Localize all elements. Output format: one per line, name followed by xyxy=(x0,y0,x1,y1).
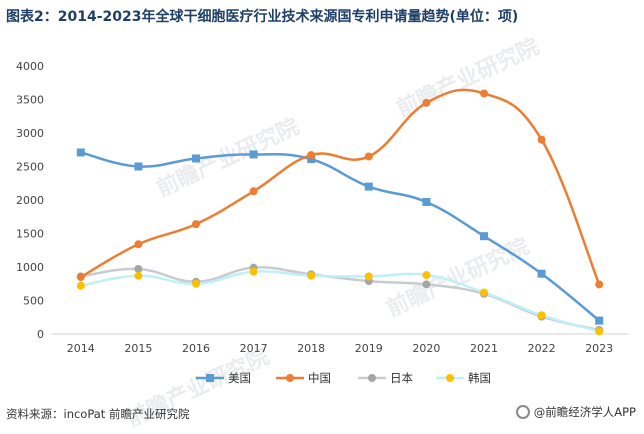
data-point-韩国 xyxy=(134,271,143,280)
data-point-美国 xyxy=(537,269,546,278)
x-tick-label: 2014 xyxy=(67,342,95,355)
data-point-中国 xyxy=(192,220,200,229)
y-tick-label: 3500 xyxy=(16,94,44,107)
x-tick-label: 2019 xyxy=(355,342,383,355)
line-chart: 0 500 1000 1500 2000 2500 3000 3500 4000 2014 2015… xyxy=(16,60,628,385)
data-point-美国 xyxy=(595,316,604,325)
data-point-韩国 xyxy=(595,327,604,336)
data-point-中国 xyxy=(76,273,85,282)
x-tick-label: 2023 xyxy=(585,342,613,355)
brand-text: @前瞻经济学人APP xyxy=(533,405,636,419)
chart-title: 图表2：2014-2023年全球干细胞医疗行业技术来源国专利申请量趋势(单位：项… xyxy=(6,9,519,25)
data-point-美国 xyxy=(422,198,431,207)
footer: 资料来源：incoPat 前瞻产业研究院 @前瞻经济学人APP xyxy=(0,398,644,434)
data-point-日本 xyxy=(134,265,143,274)
x-tick-label: 2015 xyxy=(124,342,152,355)
y-tick-label: 3000 xyxy=(16,127,44,140)
data-point-中国 xyxy=(307,151,316,160)
data-point-中国 xyxy=(480,89,488,98)
y-tick-label: 0 xyxy=(37,328,44,341)
source-note: 资料来源：incoPat 前瞻产业研究院 xyxy=(6,407,190,421)
data-point-韩国 xyxy=(537,311,546,320)
data-point-韩国 xyxy=(364,272,373,281)
data-point-韩国 xyxy=(192,279,200,288)
series-line-中国 xyxy=(80,88,601,285)
data-point-韩国 xyxy=(422,271,431,280)
x-tick-label: 2017 xyxy=(240,342,268,355)
data-point-中国 xyxy=(364,152,373,161)
data-point-日本 xyxy=(422,280,431,289)
data-point-中国 xyxy=(537,135,546,144)
brand-label: @前瞻经济学人APP xyxy=(515,404,636,420)
series-line-韩国 xyxy=(80,270,600,333)
data-point-美国 xyxy=(76,148,85,157)
y-tick-label: 2000 xyxy=(16,194,44,207)
y-tick-label: 1000 xyxy=(16,261,44,274)
data-point-美国 xyxy=(364,182,373,191)
data-point-美国 xyxy=(307,155,316,164)
data-point-中国 xyxy=(422,98,431,107)
data-point-美国 xyxy=(249,150,258,159)
x-tick-label: 2022 xyxy=(528,342,556,355)
legend-marker-韩国 xyxy=(446,374,454,382)
legend-label: 美国 xyxy=(228,371,251,385)
data-point-中国 xyxy=(249,187,258,196)
x-tick-label: 2020 xyxy=(412,342,440,355)
data-point-韩国 xyxy=(249,267,258,276)
legend-label: 中国 xyxy=(308,371,331,385)
data-point-美国 xyxy=(134,162,143,171)
data-point-中国 xyxy=(134,240,143,249)
y-tick-label: 4000 xyxy=(16,60,44,73)
legend-marker-中国 xyxy=(286,374,294,382)
legend-label: 韩国 xyxy=(468,371,491,385)
data-point-韩国 xyxy=(76,281,85,290)
legend-marker-美国 xyxy=(206,374,214,382)
y-tick-label: 1500 xyxy=(16,228,44,241)
x-tick-label: 2016 xyxy=(182,342,210,355)
brand-logo-icon xyxy=(515,405,530,419)
series-line-美国 xyxy=(80,151,600,322)
x-tick-label: 2018 xyxy=(297,342,325,355)
data-point-韩国 xyxy=(307,271,316,280)
data-point-韩国 xyxy=(480,288,488,297)
legend-label: 日本 xyxy=(390,371,413,385)
x-tick-label: 2021 xyxy=(470,342,498,355)
data-point-美国 xyxy=(480,232,488,241)
data-point-中国 xyxy=(595,280,604,289)
data-point-美国 xyxy=(192,154,200,163)
legend-marker-日本 xyxy=(368,374,376,382)
y-tick-label: 500 xyxy=(23,295,44,308)
y-tick-label: 2500 xyxy=(16,161,44,174)
